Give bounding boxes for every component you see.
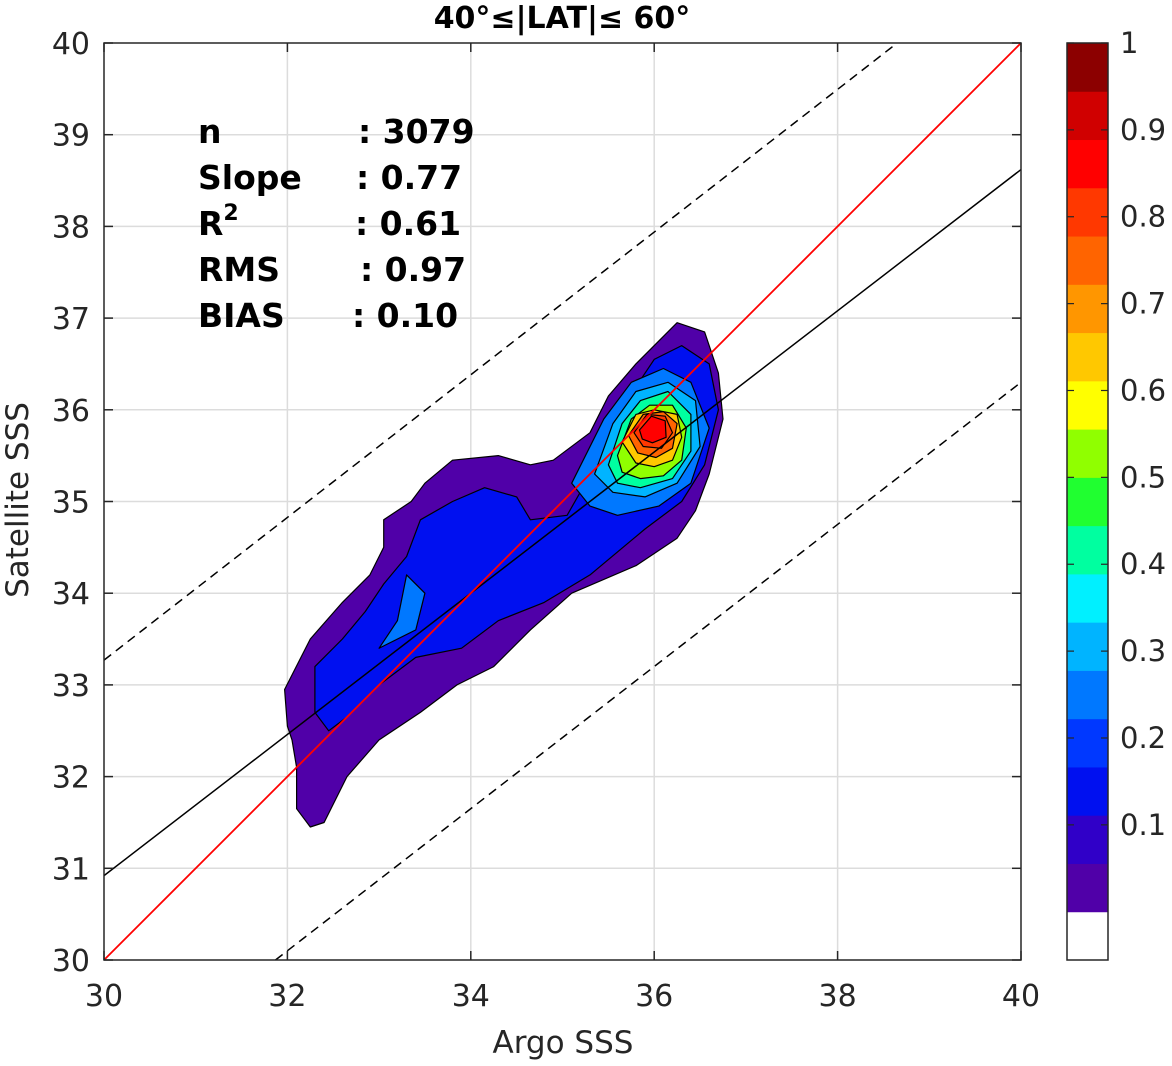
colorbar: 0.1 0.2 0.3 0.4 0.5 0.6 0.7 0.8 0.9 1: [1066, 26, 1166, 961]
colorbar-tick-label: 0.8: [1120, 200, 1166, 234]
y-tick-label: 36: [52, 394, 90, 429]
x-tick-label: 36: [635, 979, 673, 1014]
y-tick-label: 31: [52, 852, 90, 887]
colorbar-segment: [1067, 718, 1108, 768]
stat-label: Slope: [198, 158, 302, 197]
colorbar-tick-label: 0.9: [1120, 113, 1166, 147]
x-tick-label: 32: [268, 979, 306, 1014]
y-tick-label: 34: [52, 577, 90, 612]
colorbar-tick-label: 0.2: [1120, 721, 1166, 755]
lower-bound-line: [275, 381, 1022, 961]
one-to-one-line: [103, 42, 1022, 961]
colorbar-segment: [1067, 429, 1108, 478]
colorbar-segment: [1067, 573, 1108, 623]
contour-level: [638, 415, 667, 444]
colorbar-segment: [1067, 139, 1108, 189]
grid-lines: [104, 43, 1021, 960]
contour-level: [378, 574, 426, 649]
colorbar-segment: [1067, 477, 1108, 527]
colorbar-tick-label: 0.3: [1120, 634, 1166, 668]
y-tick-label: 35: [52, 486, 90, 521]
colorbar-segment: [1067, 284, 1108, 334]
stat-label: RMS: [198, 250, 280, 289]
colorbar-tick-label: 0.4: [1120, 547, 1166, 581]
colorbar-tick-label: 0.6: [1120, 373, 1166, 407]
colorbar-segment: [1067, 525, 1108, 575]
y-tick-label: 39: [52, 119, 90, 154]
stat-value: : 3079: [358, 112, 475, 151]
colorbar-segment: [1067, 863, 1108, 913]
upper-bound-line: [103, 42, 898, 661]
stat-label: BIAS: [198, 296, 285, 335]
colorbar-segment: [1067, 187, 1108, 237]
stat-value: : 0.77: [356, 158, 462, 197]
colorbar-tick-label: 1: [1120, 26, 1138, 60]
colorbar-segment: [1067, 670, 1108, 720]
y-tick-label: 37: [52, 302, 90, 337]
colorbar-segment: [1067, 236, 1108, 285]
colorbar-tick-label: 0.1: [1120, 808, 1166, 842]
stat-value: : 0.97: [360, 250, 466, 289]
contour-fills: [284, 322, 724, 828]
x-tick-label: 30: [85, 979, 123, 1014]
y-tick-label: 33: [52, 669, 90, 704]
colorbar-segment: [1067, 622, 1108, 671]
colorbar-segment: [1067, 380, 1108, 430]
colorbar-segment: [1067, 43, 1108, 92]
stat-label: n: [198, 112, 222, 151]
stat-value: : 0.10: [352, 296, 458, 335]
stat-superscript: 2: [223, 201, 238, 226]
y-tick-label: 40: [52, 27, 90, 62]
x-axis-label: Argo SSS: [493, 1025, 634, 1061]
x-tick-label: 40: [1002, 979, 1040, 1014]
x-tick-label: 34: [452, 979, 490, 1014]
y-tick-label: 38: [52, 210, 90, 245]
colorbar-tick-label: 0.5: [1120, 460, 1166, 494]
axes: 30 32 34 36 38 40 30 31 32 33 34 35 36 37 38 39 40: [52, 27, 1040, 1014]
stat-value: : 0.61: [355, 204, 461, 243]
y-tick-label: 32: [52, 761, 90, 796]
fit-line: [103, 168, 1022, 877]
colorbar-segment: [1067, 332, 1108, 382]
chart-title: 40°≤|LAT|≤ 60°: [434, 1, 691, 36]
reference-lines: [103, 42, 1022, 961]
colorbar-segment: [1067, 91, 1108, 141]
stats-box: n : 3079 Slope : 0.77 R2 : 0.61 RMS : 0.97 BIAS:…: [198, 112, 475, 335]
stat-label: R2: [198, 201, 239, 243]
y-tick-label: 30: [52, 944, 90, 979]
y-axis-label: Satellite SSS: [0, 402, 36, 598]
colorbar-frame: [1066, 42, 1109, 961]
colorbar-segment: [1067, 766, 1108, 816]
colorbar-segment: [1067, 815, 1108, 864]
colorbar-segment: [1067, 911, 1108, 961]
colorbar-tick-label: 0.7: [1120, 287, 1166, 321]
x-tick-label: 38: [819, 979, 857, 1014]
